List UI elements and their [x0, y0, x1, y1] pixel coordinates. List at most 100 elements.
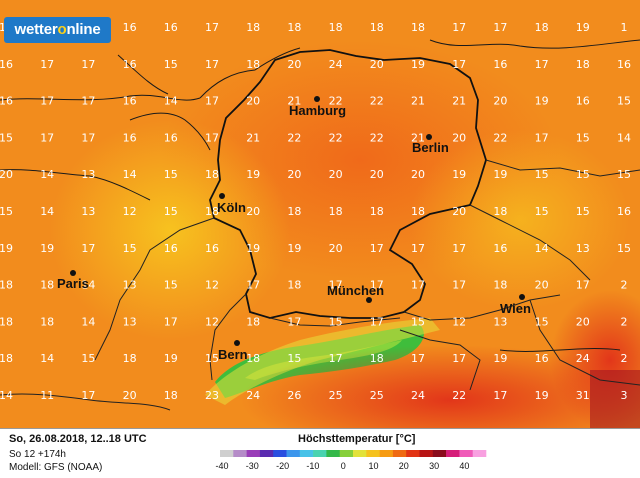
- grid-value: 21: [411, 95, 425, 108]
- scale-swatch: [273, 450, 287, 457]
- scale-swatch: [286, 450, 301, 457]
- grid-value: 18: [205, 168, 219, 181]
- grid-value: 22: [493, 131, 507, 144]
- grid-value: 18: [287, 205, 301, 218]
- grid-value: 16: [123, 58, 137, 71]
- grid-value: 16: [205, 242, 219, 255]
- grid-value: 17: [81, 389, 95, 402]
- field-hot-south: [240, 345, 640, 428]
- grid-value: 15: [535, 168, 549, 181]
- scale-tick-label: 30: [429, 461, 439, 471]
- scale-swatch: [313, 450, 327, 457]
- city-label-berlin: Berlin: [412, 140, 449, 155]
- grid-value: 18: [411, 205, 425, 218]
- grid-value: 17: [205, 95, 219, 108]
- grid-value: 22: [370, 95, 384, 108]
- grid-value: 20: [287, 58, 301, 71]
- grid-value: 20: [123, 389, 137, 402]
- grid-value: 22: [370, 131, 384, 144]
- grid-value: 13: [123, 315, 137, 328]
- grid-value: 15: [205, 352, 219, 365]
- grid-value: 25: [370, 389, 384, 402]
- grid-value: 20: [370, 58, 384, 71]
- city-wien[interactable]: Wien: [500, 294, 531, 316]
- grid-value: 16: [123, 21, 137, 34]
- grid-value: 18: [40, 315, 54, 328]
- grid-value: 19: [535, 95, 549, 108]
- grid-value: 17: [81, 131, 95, 144]
- wetteronline-logo[interactable]: wetteronline: [4, 17, 111, 43]
- grid-value: 18: [0, 315, 13, 328]
- grid-value: 15: [0, 205, 13, 218]
- grid-value: 18: [535, 21, 549, 34]
- city-koeln[interactable]: Köln: [217, 193, 246, 215]
- grid-value: 24: [329, 58, 343, 71]
- grid-value: 18: [205, 205, 219, 218]
- grid-value: 18: [329, 205, 343, 218]
- grid-value: 15: [81, 352, 95, 365]
- grid-value: 18: [370, 352, 384, 365]
- grid-value: 21: [452, 95, 466, 108]
- grid-value: 21: [287, 95, 301, 108]
- forecast-model: Modell: GFS (NOAA): [9, 462, 103, 473]
- grid-value: 22: [329, 95, 343, 108]
- grid-value: 18: [0, 279, 13, 292]
- grid-value: 14: [123, 168, 137, 181]
- grid-value: 17: [81, 95, 95, 108]
- grid-value: 31: [576, 389, 590, 402]
- grid-value: 15: [287, 352, 301, 365]
- grid-value: 16: [0, 95, 13, 108]
- scale-swatch: [472, 450, 487, 457]
- scale-tick-label: -40: [215, 461, 228, 471]
- grid-value: 23: [205, 389, 219, 402]
- scale-swatch: [366, 450, 380, 457]
- grid-value: 14: [81, 279, 95, 292]
- grid-value: 14: [164, 95, 178, 108]
- scale-title: Höchsttemperatur [°C]: [298, 433, 416, 445]
- grid-value: 14: [535, 242, 549, 255]
- grid-value: 17: [205, 21, 219, 34]
- city-label-koeln: Köln: [217, 200, 246, 215]
- grid-value: 1: [621, 21, 628, 34]
- grid-value: 17: [411, 352, 425, 365]
- scale-swatch: [446, 450, 460, 457]
- grid-value: 17: [452, 352, 466, 365]
- grid-value: 20: [329, 168, 343, 181]
- grid-value: 15: [164, 168, 178, 181]
- grid-value: 17: [370, 279, 384, 292]
- color-scale-ticks: -40 -30 -20 -10 0 10 20 30 40: [215, 461, 469, 471]
- grid-value: 18: [246, 315, 260, 328]
- grid-value: 20: [246, 205, 260, 218]
- grid-value: 18: [411, 21, 425, 34]
- grid-value: 14: [81, 315, 95, 328]
- grid-value: 20: [411, 168, 425, 181]
- grid-value: 18: [123, 352, 137, 365]
- scale-swatch: [419, 450, 434, 457]
- grid-value: 13: [81, 168, 95, 181]
- grid-value: 20: [246, 95, 260, 108]
- city-paris[interactable]: Paris: [57, 270, 89, 291]
- temperature-map[interactable]: 16 16 16 16 16 17 18 18 18 18 18 17 17 18 19 1 16 17 17 16 1…: [0, 0, 640, 428]
- city-muenchen[interactable]: München: [327, 283, 384, 303]
- grid-value: 17: [40, 95, 54, 108]
- scale-tick-label: 40: [459, 461, 469, 471]
- city-hamburg[interactable]: Hamburg: [289, 96, 346, 118]
- grid-value: 18: [246, 58, 260, 71]
- grid-value: 15: [164, 205, 178, 218]
- grid-value: 15: [535, 315, 549, 328]
- grid-value: 13: [493, 315, 507, 328]
- grid-value: 17: [535, 58, 549, 71]
- grid-value: 19: [535, 389, 549, 402]
- grid-value: 17: [287, 315, 301, 328]
- city-berlin[interactable]: Berlin: [412, 134, 449, 155]
- grid-value: 17: [329, 352, 343, 365]
- grid-value: 17: [411, 242, 425, 255]
- grid-value: 13: [123, 279, 137, 292]
- grid-value: 18: [287, 279, 301, 292]
- scale-swatch: [220, 450, 234, 457]
- grid-value: 14: [617, 131, 631, 144]
- grid-value: 14: [40, 352, 54, 365]
- city-bern[interactable]: Bern: [218, 340, 248, 362]
- grid-value: 12: [205, 279, 219, 292]
- grid-value: 24: [246, 389, 260, 402]
